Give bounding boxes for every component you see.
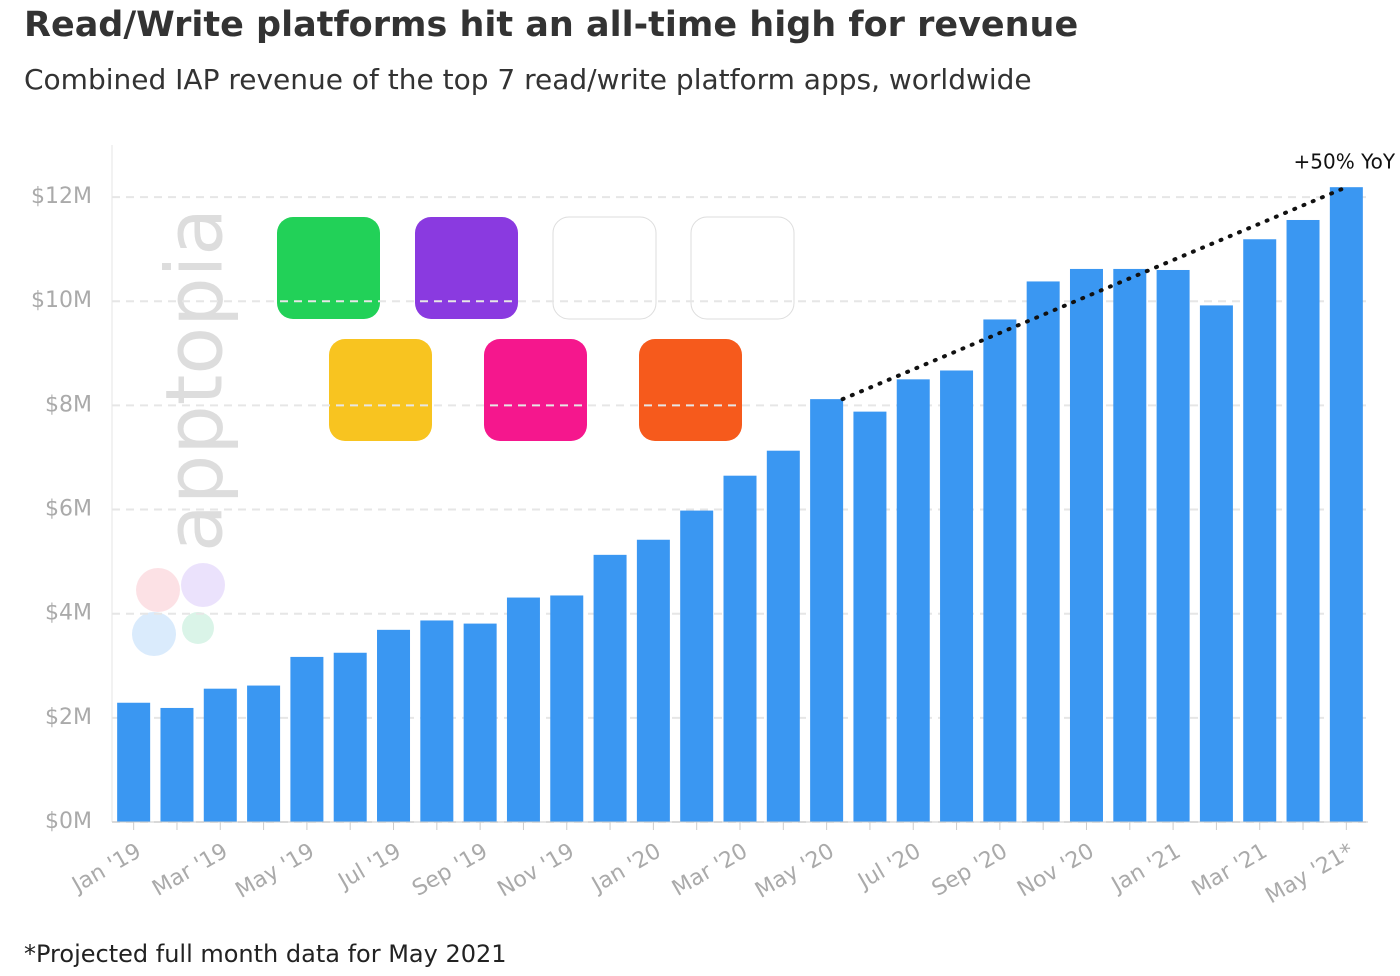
x-tick-label: Jan '20	[586, 839, 665, 899]
bar	[506, 597, 540, 822]
x-tick-label: Mar '20	[668, 839, 752, 902]
app-icons	[277, 216, 795, 441]
bar	[766, 450, 800, 822]
bar	[1113, 268, 1147, 822]
bar	[593, 554, 627, 822]
bar	[1026, 281, 1060, 822]
chart-title: Read/Write platforms hit an all-time hig…	[24, 5, 1078, 45]
bar	[1329, 187, 1363, 822]
watermark: apptopia	[150, 208, 240, 552]
bar	[160, 707, 194, 822]
bar	[810, 399, 844, 822]
bar	[1199, 305, 1233, 822]
x-tick-label: Sep '19	[408, 839, 492, 902]
bar	[117, 702, 151, 822]
trend-line	[840, 185, 1349, 402]
x-tick-label: Jan '19	[67, 839, 146, 899]
x-tick-label: Mar '19	[148, 839, 232, 902]
bar	[550, 595, 584, 822]
bar	[896, 379, 930, 822]
bar	[1156, 269, 1190, 822]
footnote: *Projected full month data for May 2021	[24, 940, 507, 968]
annotation: +50% YoY	[1294, 150, 1396, 174]
bar	[940, 370, 974, 822]
x-tick-label: Jul '20	[852, 839, 925, 895]
x-tick-label: Nov '19	[494, 839, 579, 903]
x-tick-label: Sep '20	[928, 839, 1012, 902]
bar	[333, 652, 367, 822]
x-tick-label: Mar '21	[1188, 839, 1272, 902]
bar	[723, 475, 757, 822]
y-tick-label: $0M	[45, 809, 92, 834]
x-tick-label: Jan '21	[1106, 839, 1185, 899]
x-tick-label: Jul '19	[333, 839, 406, 895]
y-tick-label: $12M	[31, 184, 92, 209]
bar	[636, 539, 670, 822]
bar	[203, 688, 237, 822]
bar	[1069, 268, 1103, 822]
x-tick-label: May '19	[231, 839, 318, 904]
bar	[983, 319, 1017, 822]
chart-subtitle: Combined IAP revenue of the top 7 read/w…	[24, 63, 1032, 96]
bar	[420, 620, 454, 822]
watermark-logo	[132, 563, 225, 656]
x-tick-label: May '21*	[1261, 839, 1358, 909]
bar	[1286, 219, 1320, 822]
x-tick-label: May '20	[751, 839, 838, 904]
bar	[680, 510, 714, 822]
bar	[290, 656, 324, 822]
y-tick-label: $10M	[31, 288, 92, 313]
y-tick-label: $4M	[45, 601, 92, 626]
y-tick-label: $2M	[45, 705, 92, 730]
bar	[1243, 239, 1277, 823]
x-tick-label: Nov '20	[1013, 839, 1098, 903]
y-tick-label: $8M	[45, 392, 92, 417]
bar	[377, 629, 411, 822]
y-tick-label: $6M	[45, 497, 92, 522]
bar	[853, 411, 887, 822]
bar	[463, 623, 497, 822]
bar	[247, 685, 281, 822]
